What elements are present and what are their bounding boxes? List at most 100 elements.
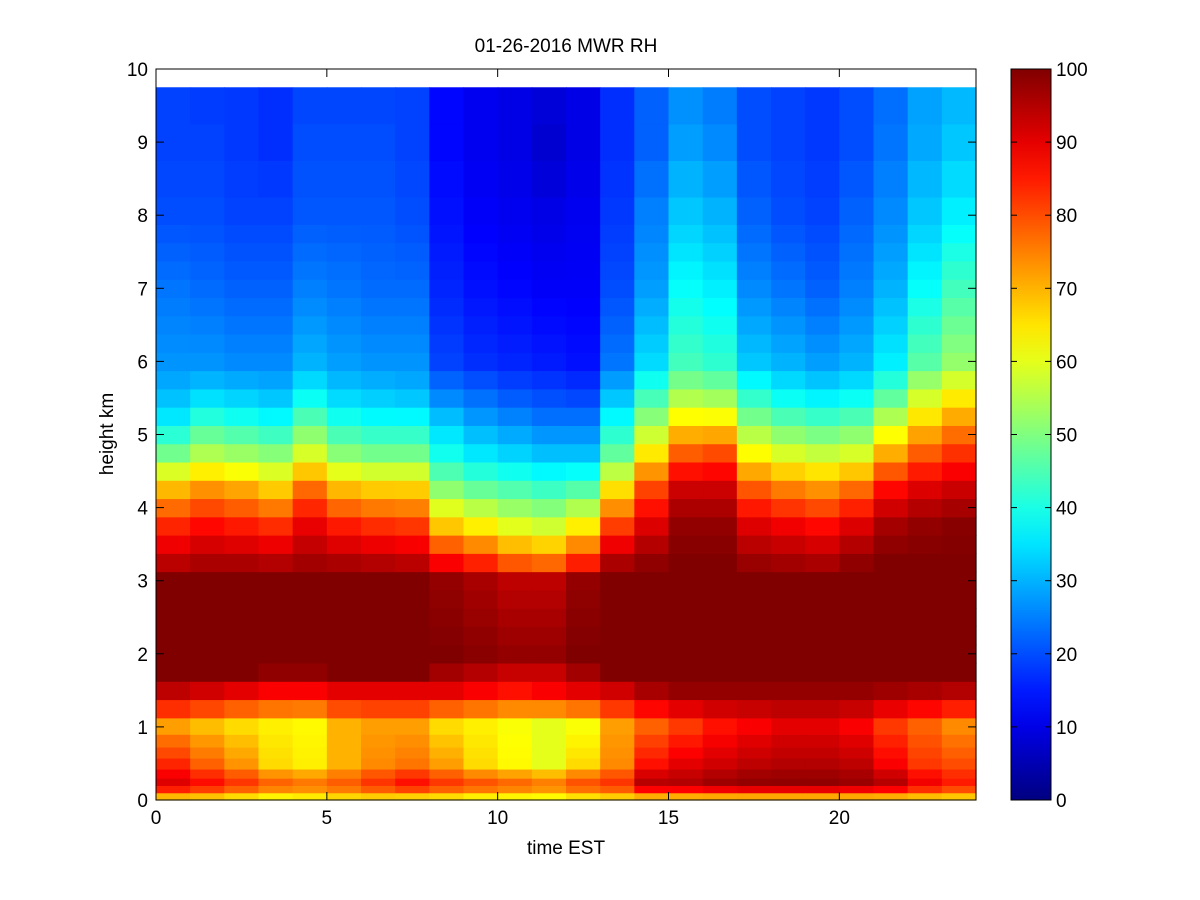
heatmap-cell	[326, 589, 362, 609]
heatmap-cell	[736, 747, 772, 759]
heatmap-cell	[258, 480, 294, 500]
heatmap-cell	[156, 160, 191, 198]
heatmap-cell	[668, 260, 704, 280]
heatmap-cell	[702, 388, 738, 408]
heatmap-cell	[566, 160, 601, 198]
heatmap-cell	[600, 196, 635, 225]
heatmap-cell	[839, 425, 875, 445]
x-tick-label: 15	[658, 808, 679, 829]
heatmap-cell	[292, 370, 328, 390]
heatmap-cell	[429, 516, 465, 536]
heatmap-cell	[702, 662, 738, 682]
heatmap-cell	[702, 370, 738, 390]
heatmap-cell	[395, 260, 430, 280]
heatmap-cell	[292, 768, 328, 779]
heatmap-cell	[361, 792, 396, 801]
heatmap-cell	[736, 123, 772, 161]
heatmap-cell	[736, 407, 772, 426]
heatmap-cell	[736, 224, 772, 244]
heatmap-cell	[941, 498, 977, 518]
heatmap-cell	[326, 644, 362, 664]
heatmap-cell	[361, 461, 396, 481]
heatmap-cell	[531, 778, 567, 786]
heatmap-cell	[258, 123, 294, 161]
heatmap-cell	[771, 608, 806, 627]
heatmap-cell	[463, 279, 499, 299]
heatmap-cell	[907, 757, 943, 770]
heatmap-cell	[258, 260, 294, 280]
heatmap-cell	[771, 778, 806, 786]
heatmap-cell	[941, 224, 977, 244]
heatmap-cell	[839, 87, 875, 125]
heatmap-cell	[668, 626, 704, 646]
heatmap-cell	[634, 123, 670, 161]
heatmap-cell	[463, 242, 499, 262]
heatmap-cell	[429, 662, 465, 682]
heatmap-cell	[771, 626, 806, 646]
heatmap-cell	[839, 260, 875, 280]
heatmap-cell	[634, 480, 670, 500]
heatmap-cell	[771, 681, 806, 701]
heatmap-cell	[258, 425, 294, 445]
heatmap-cell	[839, 662, 875, 682]
heatmap-cell	[941, 352, 977, 372]
heatmap-cell	[361, 747, 396, 759]
heatmap-cell	[258, 279, 294, 299]
heatmap-cell	[531, 785, 567, 794]
heatmap-cell	[258, 297, 294, 317]
heatmap-cell	[326, 123, 362, 161]
heatmap-cell	[771, 785, 806, 794]
heatmap-cell	[395, 681, 430, 701]
heatmap-cell	[805, 279, 840, 299]
heatmap-cell	[156, 443, 191, 463]
heatmap-cell	[190, 699, 225, 719]
heatmap-cell	[873, 123, 909, 161]
heatmap-cell	[600, 480, 635, 500]
heatmap-cell	[531, 87, 567, 125]
heatmap-cell	[668, 388, 704, 408]
heatmap-cell	[497, 644, 533, 664]
heatmap-cell	[395, 297, 430, 317]
heatmap-cell	[566, 589, 601, 609]
heatmap-cell	[805, 407, 840, 426]
heatmap-cell	[839, 388, 875, 408]
heatmap-cell	[156, 571, 191, 591]
heatmap-cell	[839, 242, 875, 262]
heatmap-cell	[600, 785, 635, 794]
heatmap-cell	[463, 315, 499, 335]
heatmap-cell	[668, 792, 704, 801]
heatmap-cell	[702, 480, 738, 500]
heatmap-cell	[292, 196, 328, 225]
heatmap-cell	[668, 315, 704, 335]
heatmap-cell	[429, 626, 465, 646]
heatmap-cell	[941, 747, 977, 759]
colorbar-tick-label: 100	[1056, 60, 1088, 81]
heatmap-cell	[702, 785, 738, 794]
y-tick-label: 7	[137, 279, 148, 300]
heatmap-cell	[395, 87, 430, 125]
heatmap-cell	[190, 717, 225, 735]
heatmap-cell	[326, 407, 362, 426]
heatmap-cell	[395, 778, 430, 786]
heatmap-cell	[566, 333, 601, 353]
heatmap-cell	[805, 260, 840, 280]
heatmap-cell	[668, 717, 704, 735]
heatmap-cell	[190, 87, 225, 125]
heatmap-cell	[907, 407, 943, 426]
heatmap-cell	[634, 644, 670, 664]
heatmap-cell	[634, 224, 670, 244]
y-tick-label: 4	[137, 499, 148, 520]
heatmap-cell	[941, 768, 977, 779]
heatmap-cell	[839, 516, 875, 536]
heatmap-cell	[566, 734, 601, 748]
heatmap-cell	[873, 571, 909, 591]
heatmap-cell	[941, 87, 977, 125]
heatmap-cell	[702, 768, 738, 779]
heatmap-cell	[429, 480, 465, 500]
heatmap-cell	[292, 242, 328, 262]
heatmap-cell	[463, 480, 499, 500]
heatmap-cell	[873, 461, 909, 481]
heatmap-cell	[429, 644, 465, 664]
heatmap-cell	[395, 242, 430, 262]
heatmap-cell	[258, 778, 294, 786]
